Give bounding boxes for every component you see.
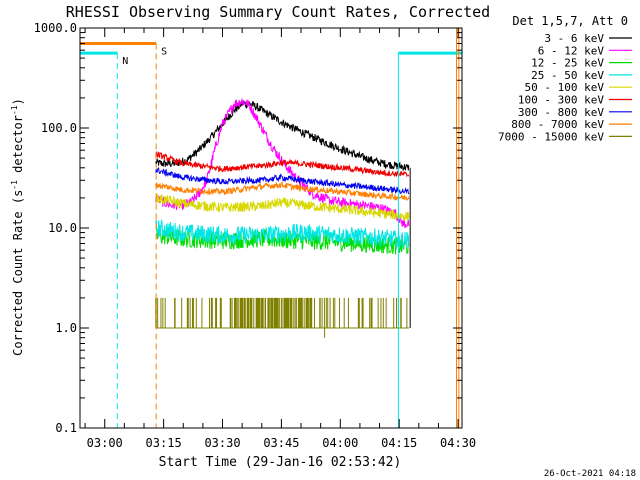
series-line xyxy=(155,166,410,195)
x-tick-label: 04:00 xyxy=(322,436,358,450)
marker-label: S xyxy=(161,46,167,57)
y-label-part-a: Corrected Count Rate (s xyxy=(11,190,25,356)
y-tick-label: 0.1 xyxy=(55,421,77,435)
y-label-part-c: detector xyxy=(11,115,25,180)
legend-label: 25 - 50 keV xyxy=(531,69,604,82)
legend-header: Det 1,5,7, Att 0 xyxy=(512,14,628,28)
y-label-sup-d: -1 xyxy=(10,105,19,115)
x-axis-label: Start Time (29-Jan-16 02:53:42) xyxy=(159,455,402,470)
legend-label: 300 - 800 keV xyxy=(518,106,604,119)
x-tick-label: 04:30 xyxy=(440,436,476,450)
legend-label: 50 - 100 keV xyxy=(525,81,605,94)
legend-label: 3 - 6 keV xyxy=(544,32,604,45)
y-label-part-e: ) xyxy=(11,98,25,105)
footer-date: 26-Oct-2021 04:18 xyxy=(544,469,636,479)
axis-layer: 0.1 1.0 10.0 100.0 1000.0 03:00 03:15 03:30 03:4… xyxy=(34,21,476,450)
marker-label: N xyxy=(122,56,128,67)
series-line xyxy=(155,180,410,201)
legend-label: 7000 - 15000 keV xyxy=(498,130,604,143)
x-tick-label: 03:00 xyxy=(87,436,123,450)
x-tick-label: 03:45 xyxy=(263,436,299,450)
y-tick-label: 100.0 xyxy=(41,121,77,135)
y-tick-label: 10.0 xyxy=(48,221,77,235)
x-tick-label: 03:30 xyxy=(204,436,240,450)
series-line xyxy=(155,218,410,251)
y-label-sup-a: -1 xyxy=(10,180,19,190)
series-line xyxy=(155,150,410,178)
x-tick-label: 03:15 xyxy=(146,436,182,450)
x-tick-label: 04:15 xyxy=(381,436,417,450)
chart-title: RHESSI Observing Summary Count Rates, Co… xyxy=(66,3,490,21)
legend-label: 6 - 12 keV xyxy=(538,44,605,57)
y-tick-label: 1000.0 xyxy=(34,21,77,35)
series-line xyxy=(155,100,410,171)
svg-text:Corrected Count Rate (s-1 dete: Corrected Count Rate (s-1 detector-1) xyxy=(10,98,25,356)
y-axis-label: Corrected Count Rate (s-1 detector-1) xyxy=(10,98,25,356)
series-layer xyxy=(155,97,411,338)
series-line xyxy=(155,193,410,221)
legend-label: 800 - 7000 keV xyxy=(511,118,604,131)
legend-label: 100 - 300 keV xyxy=(518,94,604,107)
y-tick-label: 1.0 xyxy=(55,321,77,335)
series-line xyxy=(155,297,409,338)
legend-label: 12 - 25 keV xyxy=(531,57,604,70)
